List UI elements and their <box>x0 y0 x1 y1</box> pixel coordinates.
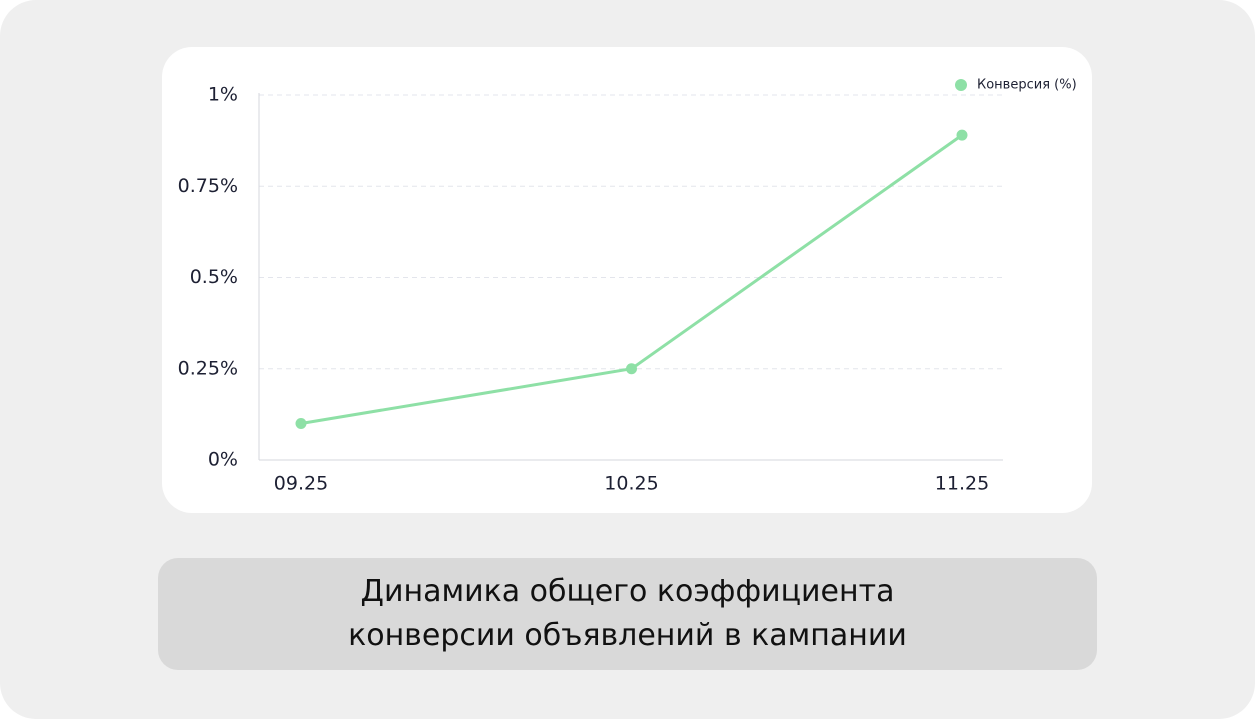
x-tick-label: 10.25 <box>604 473 658 495</box>
caption-box: Динамика общего коэффициента конверсии о… <box>158 558 1097 670</box>
y-tick-label: 0% <box>208 449 238 471</box>
x-tick-label: 11.25 <box>935 473 989 495</box>
legend-label: Конверсия (%) <box>977 78 1077 93</box>
y-tick-label: 1% <box>208 84 238 106</box>
chart-title: Динамика общего коэффициента конверсии о… <box>348 574 907 653</box>
series-line <box>300 133 963 425</box>
y-tick-label: 0.5% <box>190 266 238 288</box>
legend-marker <box>955 79 967 91</box>
data-point <box>956 129 968 141</box>
data-point <box>295 418 307 429</box>
y-tick-label: 0.75% <box>178 175 238 197</box>
chart-card <box>162 47 1092 513</box>
x-tick-label: 09.25 <box>274 473 328 495</box>
data-point <box>626 363 637 375</box>
y-tick-label: 0.25% <box>178 357 238 379</box>
